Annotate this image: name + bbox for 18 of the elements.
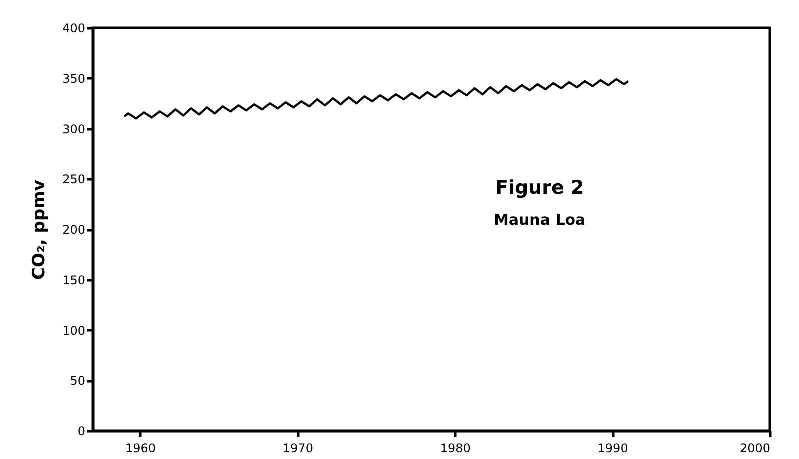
y-axis-title: CO₂, ppmv [30,180,50,280]
y-tick-label: 50 [70,374,86,388]
annotation: Mauna Loa [494,211,586,229]
x-tick-label: 2000 [740,442,770,456]
y-tick-label: 100 [62,324,86,338]
y-tick-label: 200 [62,223,86,237]
x-tick-label: 1990 [598,442,628,456]
y-tick-label: 350 [62,72,86,86]
x-tick-label: 1980 [440,442,471,456]
y-tick-label: 250 [62,172,86,187]
y-tick-label: 400 [62,22,86,36]
y-tick-label: 150 [62,273,86,288]
x-tick-label: 1970 [282,442,314,456]
annotation: Figure 2 [495,177,584,199]
line-series [123,78,630,120]
y-tick-label: 300 [62,122,86,136]
y-tick-label: 0 [78,424,86,438]
x-tick-label: 1960 [125,442,156,456]
